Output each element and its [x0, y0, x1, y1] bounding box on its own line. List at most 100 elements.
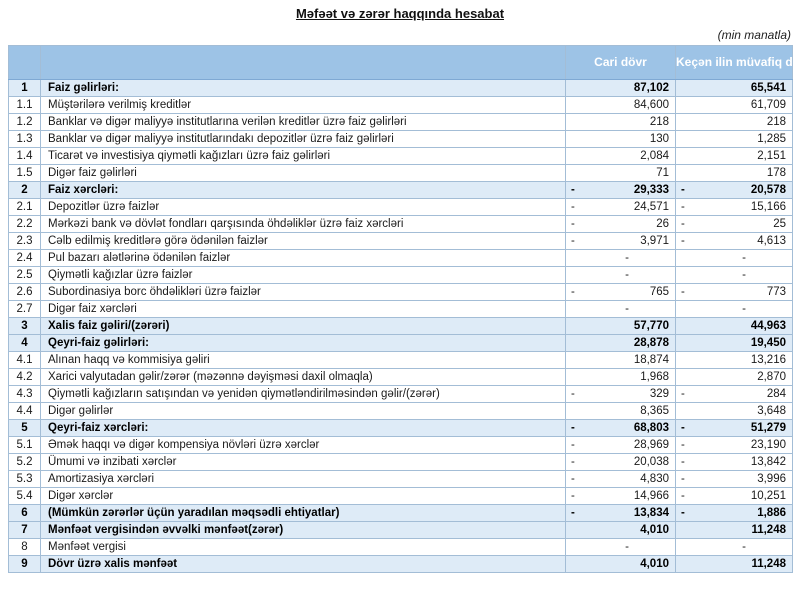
previous-period-value: - 13,842 [675, 453, 793, 471]
current-period-value: - 3,971 [565, 232, 676, 250]
previous-period-value: 44,963 [675, 317, 793, 335]
value-text: 1,285 [757, 133, 786, 145]
row-number: 5.3 [8, 470, 41, 488]
value-text: 65,541 [750, 82, 786, 94]
value-text: - [742, 252, 746, 264]
negative-sign: - [681, 490, 685, 502]
current-period-value: 218 [565, 113, 676, 131]
value-text: 51,279 [750, 422, 786, 434]
value-text: 2,084 [640, 150, 669, 162]
current-period-value: - [565, 249, 676, 267]
negative-sign: - [571, 184, 575, 196]
row-label: Qiymətli kağızlar üzrə faizlər [40, 266, 566, 284]
value-text: 13,842 [750, 456, 786, 468]
table-row: 5.4 Digər xərclər - 14,966 - 10,251 [8, 487, 793, 505]
value-text: 773 [766, 286, 786, 298]
previous-period-value: 11,248 [675, 555, 793, 573]
current-period-value: - [565, 538, 676, 556]
previous-period-value: 3,648 [675, 402, 793, 420]
current-period-value: 8,365 [565, 402, 676, 420]
negative-sign: - [571, 218, 575, 230]
row-number: 5.2 [8, 453, 41, 471]
current-period-value: 28,878 [565, 334, 676, 352]
row-label: Ticarət və investisiya qiymətli kağızlar… [40, 147, 566, 165]
table-row: 2.4 Pul bazarı alətlərinə ödənilən faizl… [8, 249, 793, 267]
previous-period-value: - [675, 300, 793, 318]
current-period-value: 4,010 [565, 555, 676, 573]
negative-sign: - [681, 456, 685, 468]
value-text: 8,365 [640, 405, 669, 417]
table-row: 1.3 Banklar və digər maliyyə institutlar… [8, 130, 793, 148]
value-text: 13,216 [750, 354, 786, 366]
previous-period-value: - 25 [675, 215, 793, 233]
previous-period-value: - 20,578 [675, 181, 793, 199]
value-text: 1,886 [757, 507, 786, 519]
current-period-value: - 14,966 [565, 487, 676, 505]
current-period-value: 71 [565, 164, 676, 182]
row-number: 4.3 [8, 385, 41, 403]
table-row: 4.2 Xarici valyutadan gəlir/zərər (məzən… [8, 368, 793, 386]
table-row: 1.1 Müştərilərə verilmiş kreditlər 84,60… [8, 96, 793, 114]
previous-period-value: - [675, 266, 793, 284]
table-row: 1.4 Ticarət və investisiya qiymətli kağı… [8, 147, 793, 165]
table-row: 9 Dövr üzrə xalis mənfəət 4,010 11,248 [8, 555, 793, 573]
value-text: - [625, 303, 629, 315]
row-label: Əmək haqqı və digər kompensiya növləri ü… [40, 436, 566, 454]
value-text: 284 [766, 388, 786, 400]
row-number: 2.2 [8, 215, 41, 233]
row-label: Digər gəlirlər [40, 402, 566, 420]
current-period-value: - 20,038 [565, 453, 676, 471]
value-text: 28,878 [633, 337, 669, 349]
current-period-value: - 26 [565, 215, 676, 233]
value-text: 765 [649, 286, 669, 298]
value-text: 3,648 [757, 405, 786, 417]
previous-period-value: - 51,279 [675, 419, 793, 437]
row-number: 8 [8, 538, 41, 556]
negative-sign: - [571, 388, 575, 400]
value-text: 61,709 [750, 99, 786, 111]
row-number: 4 [8, 334, 41, 352]
value-text: 87,102 [633, 82, 669, 94]
value-text: 13,834 [633, 507, 669, 519]
negative-sign: - [681, 235, 685, 247]
negative-sign: - [571, 235, 575, 247]
units-note: (min manatla) [717, 28, 791, 42]
row-number: 2.4 [8, 249, 41, 267]
row-label: Subordinasiya borc öhdəlikləri üzrə faiz… [40, 283, 566, 301]
row-number: 1.1 [8, 96, 41, 114]
previous-period-value: 11,248 [675, 521, 793, 539]
header-previous-period: Keçən ilin müvafiq dövrü [675, 45, 793, 80]
header-row: Cari dövr Keçən ilin müvafiq dövrü [8, 45, 793, 80]
row-number: 4.2 [8, 368, 41, 386]
row-number: 2.5 [8, 266, 41, 284]
previous-period-value: 13,216 [675, 351, 793, 369]
row-label: Amortizasiya xərcləri [40, 470, 566, 488]
previous-period-value: 178 [675, 164, 793, 182]
previous-period-value: 218 [675, 113, 793, 131]
current-period-value: - 68,803 [565, 419, 676, 437]
current-period-value: - 329 [565, 385, 676, 403]
row-label: Faiz xərcləri: [40, 181, 566, 199]
value-text: 57,770 [633, 320, 669, 332]
previous-period-value: - [675, 538, 793, 556]
value-text: 20,038 [633, 456, 669, 468]
report-page: Məfəət və zərər haqqında hesabat (min ma… [0, 6, 800, 573]
previous-period-value: - 23,190 [675, 436, 793, 454]
previous-period-value: - 4,613 [675, 232, 793, 250]
previous-period-value: - [675, 249, 793, 267]
table-row: 4.4 Digər gəlirlər 8,365 3,648 [8, 402, 793, 420]
value-text: 18,874 [633, 354, 669, 366]
current-period-value: 130 [565, 130, 676, 148]
current-period-value: - 4,830 [565, 470, 676, 488]
value-text: 218 [766, 116, 786, 128]
value-text: 11,248 [751, 524, 786, 536]
table-body: 1 Faiz gəlirləri: 87,102 65,541 1.1 Müşt… [8, 79, 793, 573]
value-text: 178 [766, 167, 786, 179]
value-text: 44,963 [750, 320, 786, 332]
value-text: - [625, 252, 629, 264]
value-text: 329 [649, 388, 669, 400]
value-text: 4,010 [640, 558, 669, 570]
negative-sign: - [571, 507, 575, 519]
previous-period-value: - 1,886 [675, 504, 793, 522]
previous-period-value: 2,870 [675, 368, 793, 386]
